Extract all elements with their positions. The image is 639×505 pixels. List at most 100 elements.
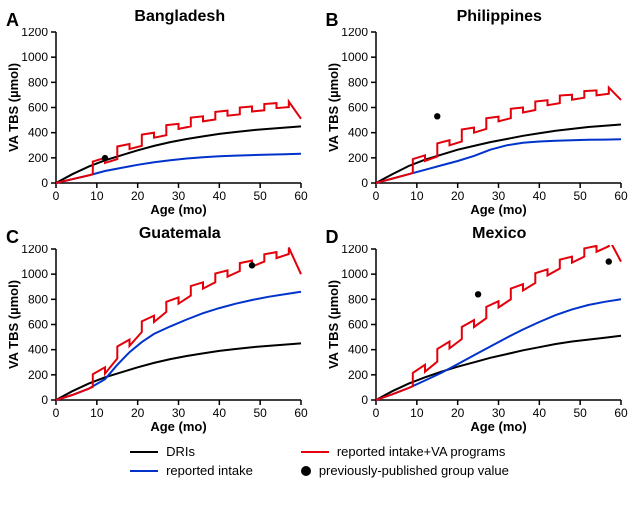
svg-text:20: 20	[131, 406, 145, 420]
series-va	[376, 245, 621, 400]
legend-label: reported intake+VA programs	[337, 444, 506, 459]
svg-text:40: 40	[532, 189, 546, 203]
svg-text:1200: 1200	[341, 28, 368, 39]
svg-text:40: 40	[532, 406, 546, 420]
group-value-point	[605, 258, 611, 264]
svg-text:20: 20	[131, 189, 145, 203]
svg-text:0: 0	[53, 189, 60, 203]
legend-item-dris: DRIs	[130, 444, 253, 459]
series-va	[376, 88, 621, 183]
panel-title: Bangladesh	[44, 8, 316, 26]
svg-text:10: 10	[410, 406, 424, 420]
panel-B: BPhilippines 010203040506002004006008001…	[324, 8, 636, 221]
svg-text:0: 0	[41, 176, 48, 190]
legend: DRIs reported intake reported intake+VA …	[4, 444, 635, 478]
svg-text:1200: 1200	[341, 245, 368, 256]
svg-text:50: 50	[253, 406, 267, 420]
svg-text:800: 800	[28, 75, 48, 89]
svg-text:0: 0	[361, 176, 368, 190]
legend-col-left: DRIs reported intake	[130, 444, 253, 478]
panel-letter: C	[6, 227, 19, 248]
legend-swatch-point	[301, 466, 311, 476]
legend-swatch-dris	[130, 451, 158, 453]
svg-text:50: 50	[573, 189, 587, 203]
svg-text:60: 60	[294, 406, 308, 420]
legend-item-point: previously-published group value	[301, 463, 509, 478]
legend-label: reported intake	[166, 463, 253, 478]
panel-C: CGuatemala 01020304050600200400600800100…	[4, 225, 316, 438]
group-value-point	[434, 113, 440, 119]
legend-col-right: reported intake+VA programs previously-p…	[301, 444, 509, 478]
svg-text:800: 800	[28, 292, 48, 306]
svg-text:800: 800	[347, 292, 367, 306]
panel-title: Philippines	[364, 8, 636, 26]
legend-item-va: reported intake+VA programs	[301, 444, 509, 459]
svg-text:VA TBS (µmol): VA TBS (µmol)	[6, 63, 21, 152]
svg-text:600: 600	[347, 101, 367, 115]
svg-text:40: 40	[213, 189, 227, 203]
legend-label: previously-published group value	[319, 463, 509, 478]
svg-text:0: 0	[372, 189, 379, 203]
svg-text:50: 50	[253, 189, 267, 203]
svg-text:200: 200	[28, 151, 48, 165]
series-dris	[376, 125, 621, 184]
svg-text:VA TBS (µmol): VA TBS (µmol)	[326, 63, 341, 152]
svg-text:60: 60	[614, 189, 628, 203]
svg-text:60: 60	[614, 406, 628, 420]
svg-text:600: 600	[28, 318, 48, 332]
chart-svg: 0102030405060020040060080010001200 Age (…	[324, 28, 629, 218]
panel-title: Guatemala	[44, 225, 316, 243]
group-value-point	[474, 291, 480, 297]
svg-text:10: 10	[90, 189, 104, 203]
group-value-point	[102, 155, 108, 161]
svg-text:30: 30	[172, 189, 186, 203]
svg-text:60: 60	[294, 189, 308, 203]
svg-text:20: 20	[450, 189, 464, 203]
svg-text:Age (mo): Age (mo)	[470, 202, 526, 217]
svg-text:0: 0	[53, 406, 60, 420]
panel-title: Mexico	[364, 225, 636, 243]
svg-text:600: 600	[28, 101, 48, 115]
svg-text:200: 200	[347, 368, 367, 382]
panel-letter: A	[6, 10, 19, 31]
svg-text:200: 200	[28, 368, 48, 382]
svg-text:30: 30	[491, 406, 505, 420]
svg-text:1200: 1200	[21, 245, 48, 256]
svg-text:1000: 1000	[21, 267, 48, 281]
svg-text:1000: 1000	[341, 267, 368, 281]
chart-svg: 0102030405060020040060080010001200 Age (…	[4, 245, 309, 435]
figure-root: ABangladesh 0102030405060020040060080010…	[0, 0, 639, 505]
svg-text:10: 10	[90, 406, 104, 420]
panel-grid: ABangladesh 0102030405060020040060080010…	[4, 8, 635, 438]
series-va	[56, 102, 301, 184]
svg-text:VA TBS (µmol): VA TBS (µmol)	[326, 280, 341, 369]
svg-text:400: 400	[28, 343, 48, 357]
chart-svg: 0102030405060020040060080010001200 Age (…	[4, 28, 309, 218]
legend-swatch-va	[301, 451, 329, 453]
panel-D: DMexico 01020304050600200400600800100012…	[324, 225, 636, 438]
svg-text:Age (mo): Age (mo)	[150, 202, 206, 217]
svg-text:30: 30	[172, 406, 186, 420]
svg-text:0: 0	[361, 393, 368, 407]
svg-text:Age (mo): Age (mo)	[470, 419, 526, 434]
svg-text:Age (mo): Age (mo)	[150, 419, 206, 434]
svg-text:VA TBS (µmol): VA TBS (µmol)	[6, 280, 21, 369]
svg-text:400: 400	[347, 343, 367, 357]
svg-text:600: 600	[347, 318, 367, 332]
legend-swatch-reported	[130, 470, 158, 472]
svg-text:30: 30	[491, 189, 505, 203]
panel-letter: B	[326, 10, 339, 31]
svg-text:0: 0	[41, 393, 48, 407]
series-dris	[376, 336, 621, 400]
svg-text:0: 0	[372, 406, 379, 420]
svg-text:1000: 1000	[21, 50, 48, 64]
legend-label: DRIs	[166, 444, 195, 459]
svg-text:400: 400	[347, 126, 367, 140]
svg-text:1200: 1200	[21, 28, 48, 39]
group-value-point	[249, 262, 255, 268]
svg-text:50: 50	[573, 406, 587, 420]
svg-text:400: 400	[28, 126, 48, 140]
svg-text:20: 20	[450, 406, 464, 420]
svg-text:40: 40	[213, 406, 227, 420]
svg-text:800: 800	[347, 75, 367, 89]
